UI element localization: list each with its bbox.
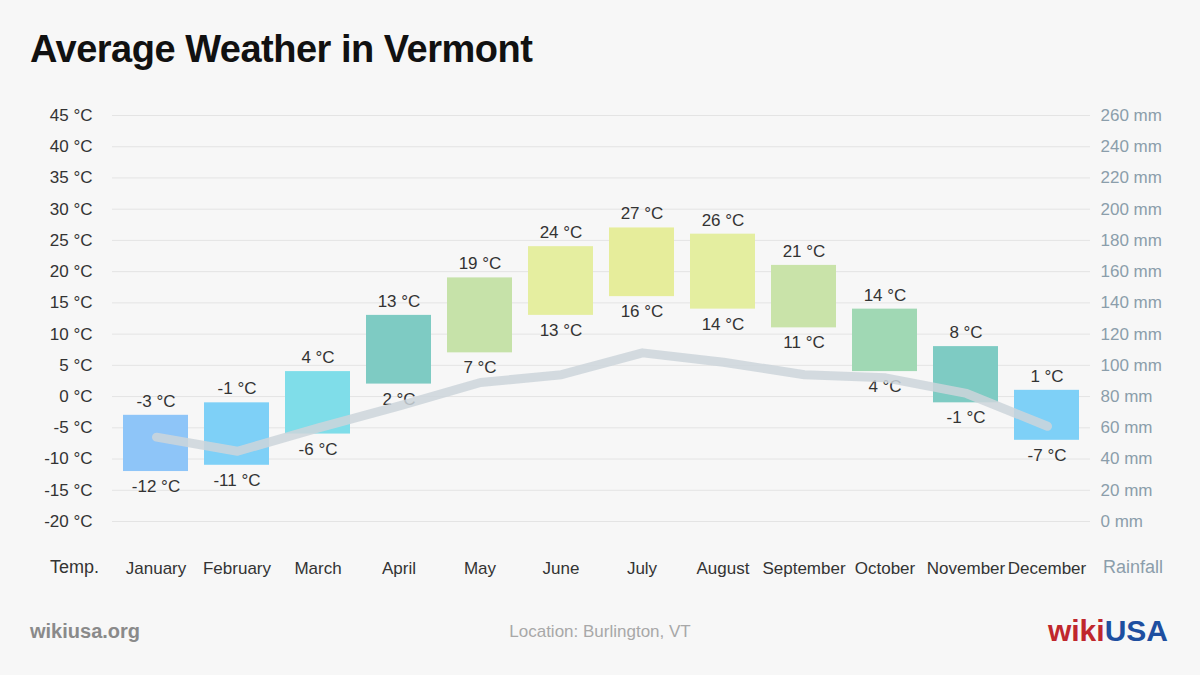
html-text:Rainfall: Rainfall — [1103, 557, 1163, 577]
svg-text:April: April — [382, 559, 416, 578]
svg-text:20 mm: 20 mm — [1101, 481, 1153, 500]
svg-text:-20 °C: -20 °C — [44, 512, 92, 531]
svg-text:240 mm: 240 mm — [1101, 137, 1162, 156]
svg-text:8 °C: 8 °C — [949, 323, 982, 342]
svg-text:4 °C: 4 °C — [301, 348, 334, 367]
svg-text:13 °C: 13 °C — [540, 321, 583, 340]
svg-text:30 °C: 30 °C — [50, 200, 93, 219]
svg-text:-7 °C: -7 °C — [1028, 446, 1067, 465]
svg-text:4 °C: 4 °C — [868, 377, 902, 396]
svg-text:13 °C: 13 °C — [378, 292, 421, 311]
html-text:Average Weather in Vermont: Average Weather in Vermont — [30, 28, 533, 70]
svg-text:August: August — [697, 559, 750, 578]
svg-text:45 °C: 45 °C — [50, 106, 93, 125]
svg-text:-12 °C: -12 °C — [132, 477, 180, 496]
svg-text:120 mm: 120 mm — [1101, 325, 1162, 344]
svg-text:16 °C: 16 °C — [621, 302, 664, 321]
svg-text:140 mm: 140 mm — [1101, 293, 1162, 312]
svg-text:25 °C: 25 °C — [50, 231, 93, 250]
svg-text:November: November — [927, 559, 1006, 578]
svg-text:20 °C: 20 °C — [50, 262, 93, 281]
svg-text:September: September — [762, 559, 845, 578]
svg-text:200 mm: 200 mm — [1101, 200, 1162, 219]
svg-text:-15 °C: -15 °C — [44, 481, 92, 500]
svg-text:0 mm: 0 mm — [1101, 512, 1144, 531]
svg-text:15 °C: 15 °C — [50, 293, 93, 312]
svg-text:80 mm: 80 mm — [1101, 387, 1153, 406]
svg-text:40 mm: 40 mm — [1101, 449, 1153, 468]
svg-text:160 mm: 160 mm — [1101, 262, 1162, 281]
svg-text:11 °C: 11 °C — [783, 333, 824, 352]
svg-text:27 °C: 27 °C — [621, 204, 664, 223]
svg-text:180 mm: 180 mm — [1101, 231, 1162, 250]
svg-text:-11 °C: -11 °C — [213, 471, 260, 490]
svg-text:40 °C: 40 °C — [50, 137, 93, 156]
svg-text:14 °C: 14 °C — [864, 286, 907, 305]
svg-text:19 °C: 19 °C — [459, 254, 502, 273]
svg-text:October: October — [855, 559, 916, 578]
svg-text:21 °C: 21 °C — [783, 242, 826, 261]
svg-text:-1 °C: -1 °C — [947, 408, 986, 427]
html-text:wikiusa.org: wikiusa.org — [30, 620, 140, 642]
svg-text:May: May — [464, 559, 497, 578]
svg-text:-6 °C: -6 °C — [299, 439, 338, 458]
svg-text:-10 °C: -10 °C — [44, 449, 92, 468]
svg-text:-5 °C: -5 °C — [54, 418, 93, 437]
svg-text:10 °C: 10 °C — [50, 325, 93, 344]
svg-text:35 °C: 35 °C — [50, 168, 93, 187]
svg-text:December: December — [1008, 559, 1087, 578]
html-text:Location: Burlington, VT: Location: Burlington, VT — [509, 622, 691, 641]
svg-text:220 mm: 220 mm — [1101, 168, 1162, 187]
html-text:Temp.: Temp. — [50, 557, 99, 577]
svg-text:0 °C: 0 °C — [59, 387, 92, 406]
svg-text:July: July — [627, 559, 658, 578]
svg-text:260 mm: 260 mm — [1101, 106, 1162, 125]
svg-text:-1 °C: -1 °C — [218, 379, 257, 398]
svg-text:60 mm: 60 mm — [1101, 418, 1153, 437]
svg-text:June: June — [543, 559, 580, 578]
svg-text:7 °C: 7 °C — [463, 358, 496, 377]
svg-text:March: March — [294, 559, 341, 578]
svg-text:January: January — [126, 559, 187, 578]
svg-text:-3 °C: -3 °C — [137, 392, 176, 411]
svg-text:5 °C: 5 °C — [59, 356, 92, 375]
html-text:wiki USA: wiki USA — [1048, 614, 1168, 647]
svg-text:26 °C: 26 °C — [702, 211, 745, 230]
svg-text:14 °C: 14 °C — [702, 315, 745, 334]
svg-text:100 mm: 100 mm — [1101, 356, 1162, 375]
svg-text:February: February — [203, 559, 272, 578]
svg-text:1 °C: 1 °C — [1030, 367, 1063, 386]
svg-text:24 °C: 24 °C — [540, 223, 583, 242]
